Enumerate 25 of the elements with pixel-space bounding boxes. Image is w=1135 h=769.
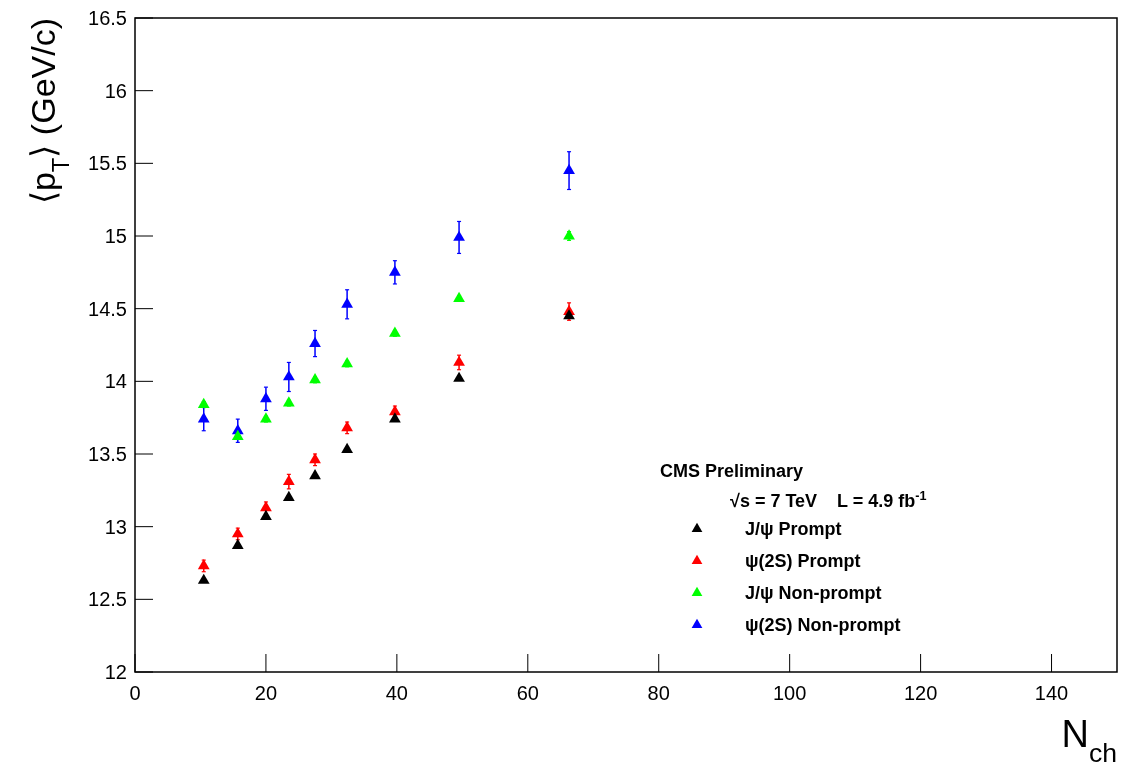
x-tick-label: 40 bbox=[385, 682, 408, 704]
y-tick-label: 14 bbox=[104, 370, 127, 393]
x-tick-label: 120 bbox=[903, 682, 938, 704]
y-tick-label: 13 bbox=[104, 515, 127, 538]
x-tick-label: 80 bbox=[647, 682, 670, 704]
annotation: CMS Preliminary bbox=[660, 461, 804, 481]
y-tick-label: 12.5 bbox=[88, 588, 127, 611]
x-tick-label: 100 bbox=[772, 682, 807, 704]
y-tick-label: 15 bbox=[104, 225, 127, 247]
x-tick-label: 20 bbox=[254, 682, 278, 704]
legend-label: J/ψ Non-prompt bbox=[745, 583, 882, 603]
y-tick-label: 16 bbox=[104, 79, 127, 102]
x-tick-label: 140 bbox=[1034, 682, 1069, 704]
y-tick-label: 14.5 bbox=[88, 297, 127, 320]
legend-label: J/ψ Prompt bbox=[745, 519, 842, 539]
legend-label: ψ(2S) Non-prompt bbox=[745, 615, 901, 635]
x-tick-label: 0 bbox=[129, 682, 141, 704]
legend-label: ψ(2S) Prompt bbox=[745, 551, 861, 571]
y-tick-label: 13.5 bbox=[88, 443, 127, 465]
x-tick-label: 60 bbox=[516, 682, 539, 704]
y-tick-label: 15.5 bbox=[88, 152, 127, 175]
y-tick-label: 16.5 bbox=[88, 7, 127, 29]
annotation: √s = 7 TeV L = 4.9 fb$^{-1}$ bbox=[730, 489, 927, 511]
y-tick-label: 12 bbox=[104, 661, 127, 683]
x-axis-title: N$_{ch}$ bbox=[1061, 713, 1117, 768]
